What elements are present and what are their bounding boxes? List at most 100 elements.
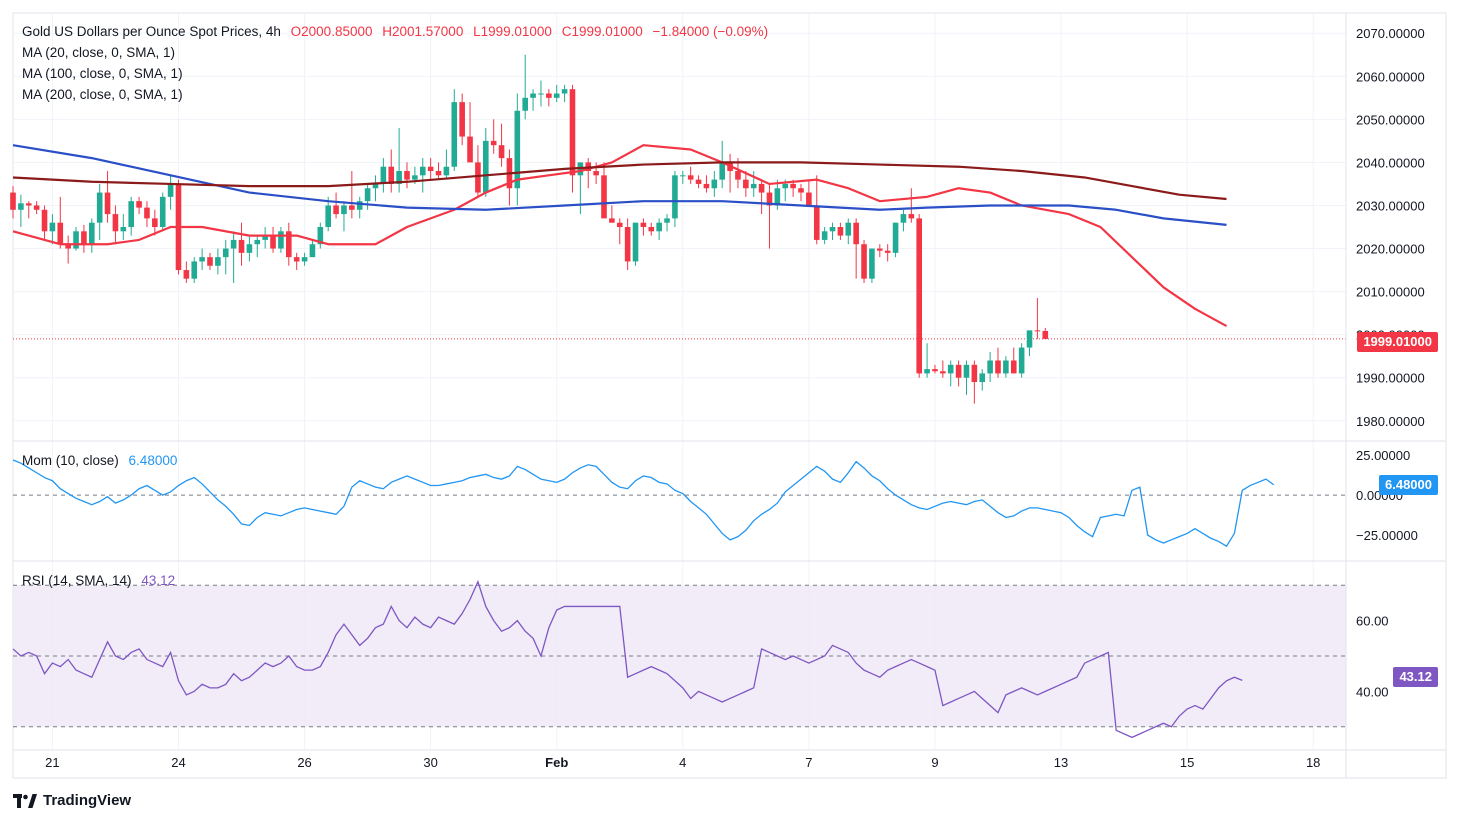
candle-body bbox=[1026, 330, 1033, 348]
candle-body bbox=[325, 205, 331, 227]
candle-body bbox=[333, 205, 339, 215]
candle-body bbox=[159, 196, 166, 227]
candle-body bbox=[191, 261, 198, 279]
candle-body bbox=[230, 239, 237, 249]
time-tick-label: 24 bbox=[171, 755, 185, 770]
price-tick-label: 2040.00000 bbox=[1356, 155, 1425, 170]
price-tick-label: 2060.00000 bbox=[1356, 69, 1425, 84]
symbol-title: Gold US Dollars per Ounce Spot Prices, 4… bbox=[22, 24, 281, 39]
candle-body bbox=[664, 218, 670, 223]
candle-body bbox=[89, 222, 95, 245]
candle-body bbox=[96, 192, 103, 223]
ohlc-close-label: C bbox=[561, 24, 572, 39]
candle-body bbox=[380, 166, 387, 184]
brand-text: TradingView bbox=[43, 792, 132, 809]
rsi-legend[interactable]: RSI (14, SMA, 14) 43.12 bbox=[22, 573, 175, 588]
rsi-tick-label: 60.00 bbox=[1356, 614, 1389, 629]
candle-body bbox=[601, 175, 607, 219]
symbol-legend: Gold US Dollars per Ounce Spot Prices, 4… bbox=[22, 24, 768, 39]
candle-body bbox=[971, 364, 978, 383]
mom-legend-value: 6.48000 bbox=[128, 453, 178, 468]
candle-body bbox=[813, 205, 820, 240]
time-tick-label: 26 bbox=[297, 755, 311, 770]
candle-body bbox=[719, 162, 725, 180]
candle-body bbox=[900, 214, 907, 223]
candle-body bbox=[152, 218, 158, 227]
candle-body bbox=[104, 192, 111, 215]
candle-body bbox=[490, 140, 497, 146]
candle-body bbox=[877, 248, 883, 251]
candle-body bbox=[293, 257, 300, 262]
candle-body bbox=[695, 179, 702, 184]
candle-body bbox=[553, 93, 560, 98]
rsi-legend-name: RSI (14, SMA, 14) bbox=[22, 573, 132, 588]
time-tick-label: 15 bbox=[1180, 755, 1194, 770]
candle-body bbox=[561, 89, 568, 94]
candle-body bbox=[286, 231, 292, 258]
candle-body bbox=[632, 222, 639, 262]
candle-body bbox=[349, 205, 355, 210]
time-tick-label: 30 bbox=[423, 755, 437, 770]
candle-body bbox=[215, 257, 221, 266]
candle-body bbox=[144, 207, 150, 219]
ohlc-low-label: L bbox=[473, 24, 481, 39]
candle-body bbox=[861, 244, 867, 279]
candle-body bbox=[18, 203, 24, 210]
mom-legend[interactable]: Mom (10, close) 6.48000 bbox=[22, 453, 177, 468]
candle-body bbox=[687, 175, 694, 180]
candle-body bbox=[593, 171, 599, 176]
candle-body bbox=[538, 93, 544, 95]
ma100-line bbox=[12, 144, 1227, 226]
price-tick-label: 2010.00000 bbox=[1356, 285, 1425, 300]
candle-body bbox=[522, 97, 528, 111]
ma200-legend[interactable]: MA (200, close, 0, SMA, 1) bbox=[22, 87, 183, 102]
candle-body bbox=[1034, 330, 1041, 332]
candle-body bbox=[845, 222, 852, 236]
ma20-line bbox=[12, 144, 1228, 328]
candle-body bbox=[916, 218, 922, 374]
candle-body bbox=[309, 244, 316, 258]
candle-body bbox=[790, 183, 796, 189]
ohlc-open-value: 2000.85000 bbox=[301, 24, 373, 39]
candle-body bbox=[782, 183, 789, 189]
mom-value-label: 6.48000 bbox=[1379, 475, 1438, 495]
candle-body bbox=[735, 171, 741, 180]
candle-body bbox=[412, 175, 418, 180]
tradingview-logo[interactable]: TradingView bbox=[13, 792, 131, 809]
rsi-pane bbox=[12, 579, 1346, 739]
candle-body bbox=[884, 250, 891, 253]
candle-body bbox=[459, 102, 465, 137]
mom-line bbox=[12, 459, 1275, 548]
candle-body bbox=[451, 102, 458, 167]
rsi-tick-label: 40.00 bbox=[1356, 684, 1389, 699]
candle-body bbox=[821, 231, 828, 240]
ma100-legend[interactable]: MA (100, close, 0, SMA, 1) bbox=[22, 66, 183, 81]
candle-body bbox=[207, 257, 213, 266]
candle-body bbox=[947, 364, 954, 374]
candle-body bbox=[372, 183, 379, 189]
candle-body bbox=[869, 248, 875, 279]
candle-body bbox=[33, 205, 40, 210]
candle-body bbox=[81, 231, 87, 245]
candle-body bbox=[278, 231, 284, 249]
candle-body bbox=[467, 136, 473, 163]
candle-body bbox=[1042, 330, 1049, 339]
price-tick-label: 1990.00000 bbox=[1356, 371, 1425, 386]
candle-body bbox=[301, 257, 308, 262]
price-tick-label: 2050.00000 bbox=[1356, 112, 1425, 127]
price-change: −1.84000 (−0.09%) bbox=[652, 24, 769, 39]
candle-body bbox=[680, 175, 686, 177]
candle-body bbox=[120, 227, 127, 232]
candle-body bbox=[908, 214, 915, 219]
candle-body bbox=[798, 188, 804, 193]
candle-body bbox=[498, 145, 505, 159]
candle-body bbox=[199, 257, 205, 262]
candle-body bbox=[25, 203, 32, 206]
candle-body bbox=[341, 205, 347, 215]
candle-body bbox=[711, 179, 718, 189]
candle-body bbox=[128, 201, 134, 227]
ma20-legend[interactable]: MA (20, close, 0, SMA, 1) bbox=[22, 45, 176, 60]
candle-body bbox=[940, 371, 946, 374]
candle-body bbox=[963, 364, 970, 378]
rsi-value-label: 43.12 bbox=[1393, 667, 1438, 687]
